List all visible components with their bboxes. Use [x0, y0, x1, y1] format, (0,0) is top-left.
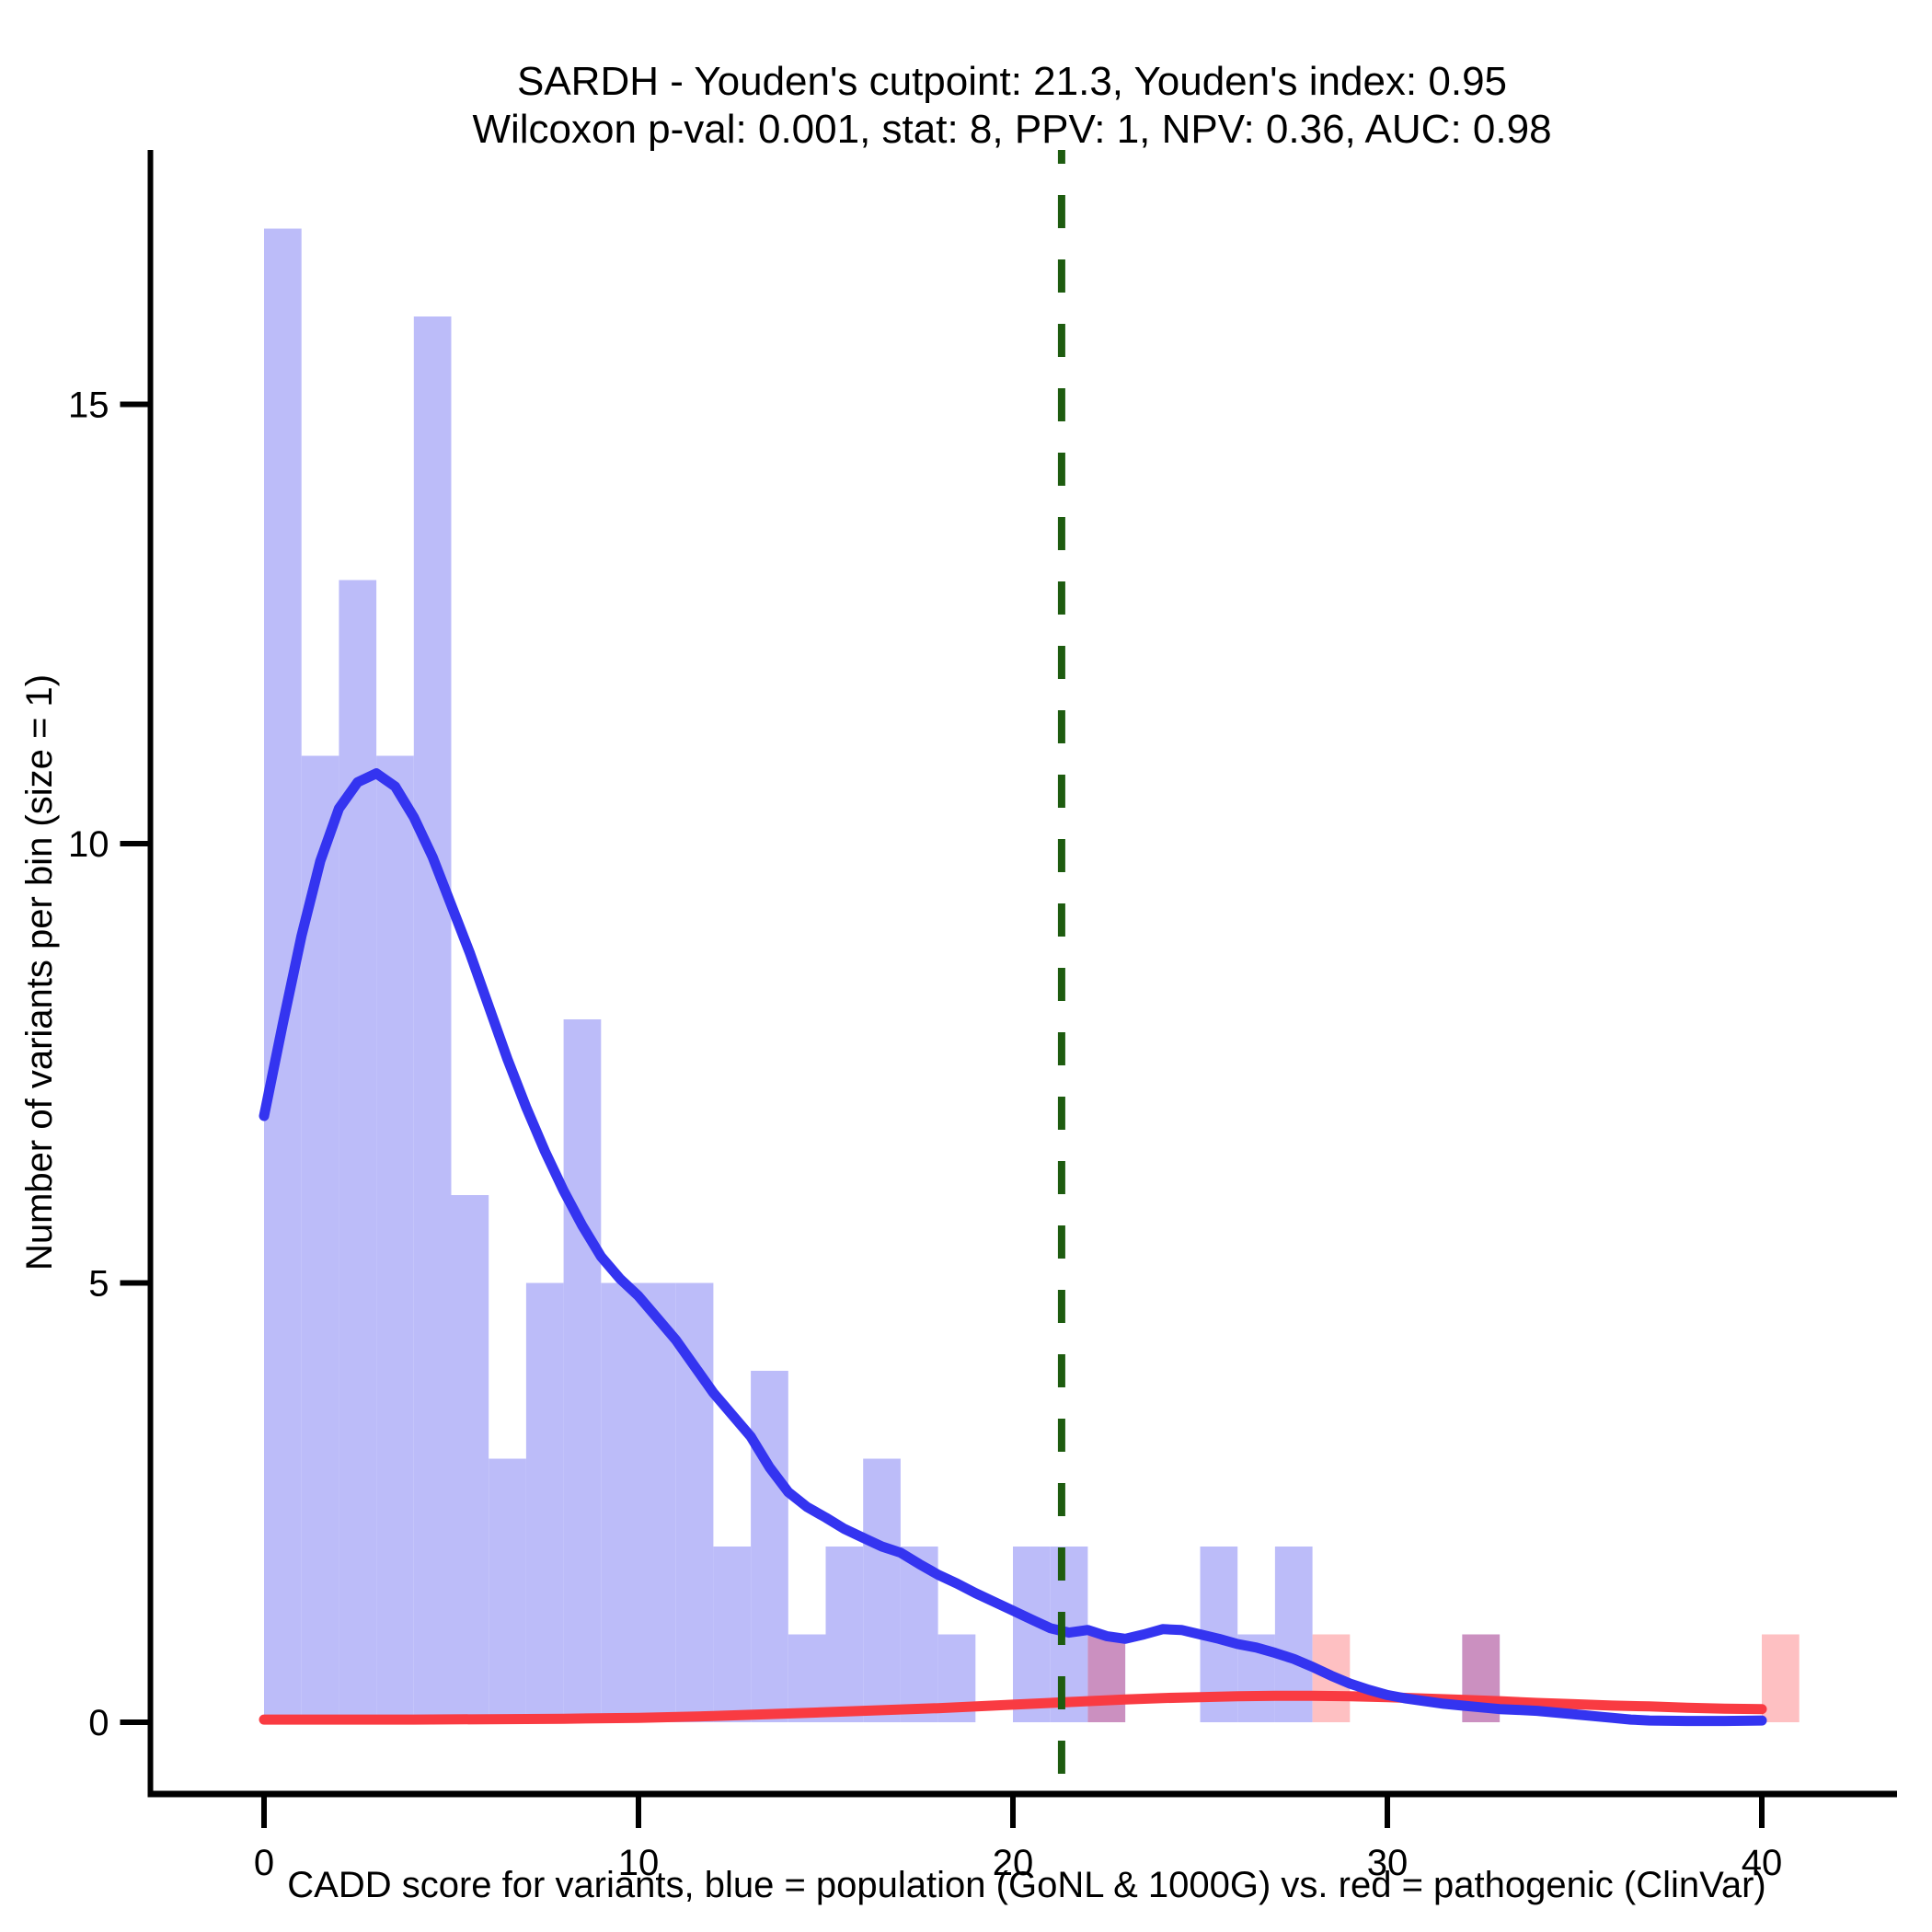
blue-histogram-bar [751, 1371, 788, 1722]
blue-histogram-bar [376, 755, 414, 1722]
x-tick-label: 20 [993, 1843, 1034, 1883]
chart-title-line1: SARDH - Youden's cutpoint: 21.3, Youden'… [517, 59, 1507, 104]
x-tick-label: 40 [1742, 1843, 1783, 1883]
overlap-histogram-bar [1087, 1634, 1126, 1722]
blue-histogram-bar [863, 1458, 901, 1722]
blue-histogram-bar [489, 1458, 526, 1722]
x-tick-label: 0 [254, 1843, 274, 1883]
y-tick-label: 15 [68, 385, 109, 426]
blue-histogram-bar [713, 1547, 752, 1722]
red-density-curve [259, 1690, 1767, 1725]
chart-title-line2: Wilcoxon p-val: 0.001, stat: 8, PPV: 1, … [472, 107, 1551, 152]
x-axis-label: CADD score for variants, blue = populati… [287, 1865, 1765, 1905]
y-tick-label: 0 [88, 1703, 109, 1743]
blue-density-curve [259, 768, 1767, 1727]
blue-histogram-bar [638, 1282, 676, 1722]
axes-layer: 0 10 20 30 40 0 5 10 15 [68, 150, 1897, 1883]
x-tick-label: 10 [618, 1843, 660, 1883]
y-axis-label: Number of variants per bin (size = 1) [19, 674, 60, 1271]
blue-histogram-bar [1013, 1547, 1051, 1722]
y-tick-label: 5 [88, 1264, 109, 1305]
blue-histogram-bar [563, 1019, 602, 1722]
blue-histogram-bar [525, 1282, 564, 1722]
blue-histogram-bar [339, 580, 377, 1722]
x-tick-label: 30 [1367, 1843, 1409, 1883]
red-histogram-bar [1762, 1634, 1800, 1722]
blue-histogram-bar [451, 1195, 489, 1722]
density-curves-layer [259, 768, 1767, 1727]
y-tick-label: 10 [68, 824, 109, 865]
blue-histogram-bar [825, 1547, 864, 1722]
histogram-bars-layer [264, 228, 1800, 1722]
blue-histogram-bar [601, 1282, 638, 1722]
blue-histogram-bar [413, 316, 452, 1722]
